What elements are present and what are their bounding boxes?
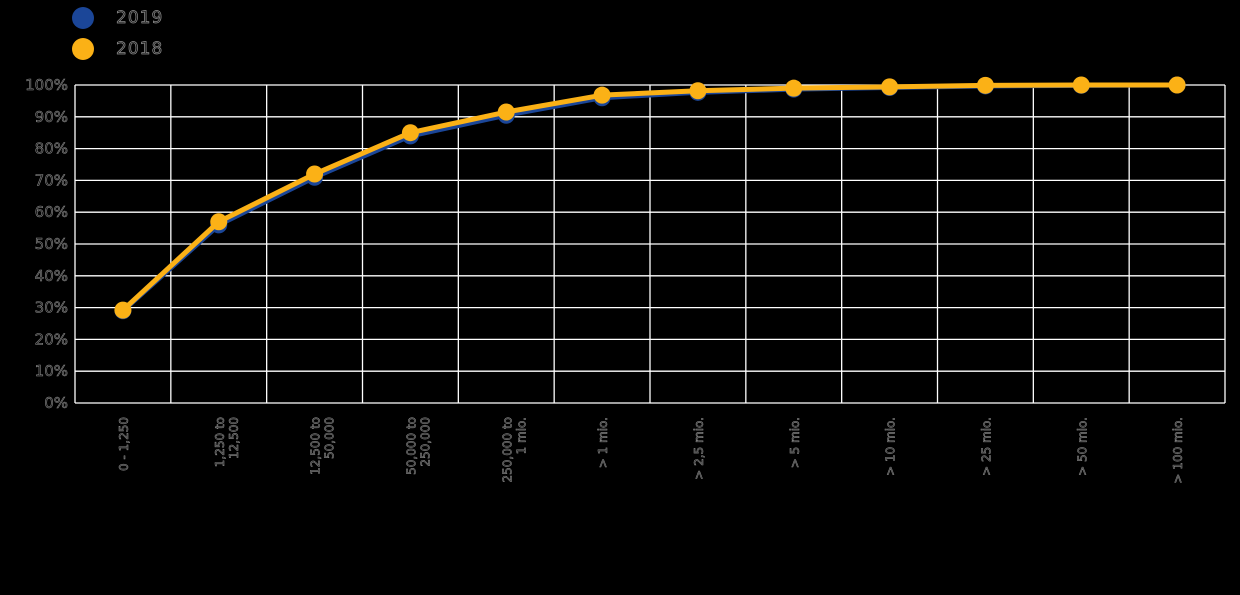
- x-tick-label: > 10 mio.: [884, 417, 898, 476]
- data-point-2018[interactable]: [689, 82, 707, 100]
- legend-item-2018[interactable]: 2018: [72, 33, 163, 64]
- x-tick-label: 12,500 to50,000: [309, 417, 337, 475]
- data-point-2018[interactable]: [593, 86, 611, 104]
- data-point-2018[interactable]: [881, 78, 899, 96]
- x-tick-label: > 2,5 mio.: [692, 417, 706, 480]
- x-tick-label: > 1 mio.: [596, 417, 610, 468]
- x-tick-label: > 5 mio.: [788, 417, 802, 468]
- x-tick-label: > 25 mio.: [979, 417, 993, 476]
- legend-swatch-2019-icon: [72, 6, 94, 29]
- y-tick-label: 40%: [35, 267, 68, 285]
- legend-swatch-2018-icon: [72, 37, 94, 60]
- y-tick-label: 30%: [35, 299, 68, 317]
- data-point-2018[interactable]: [114, 301, 132, 319]
- data-point-2018[interactable]: [1168, 76, 1186, 94]
- x-tick-label: > 50 mio.: [1075, 417, 1089, 476]
- y-tick-label: 100%: [25, 76, 68, 94]
- data-point-2018[interactable]: [785, 79, 803, 97]
- legend-item-2019[interactable]: 2019: [72, 2, 163, 33]
- y-tick-label: 70%: [35, 171, 68, 189]
- x-tick-label: 1,250 to12,500: [213, 417, 241, 467]
- data-point-2018[interactable]: [1072, 76, 1090, 94]
- x-tick-label: > 100 mio.: [1171, 417, 1185, 484]
- y-tick-label: 50%: [35, 235, 68, 253]
- legend-label-2018: 2018: [116, 38, 164, 59]
- legend-label-2019: 2019: [116, 7, 164, 28]
- data-point-2018[interactable]: [497, 103, 515, 121]
- data-point-2018[interactable]: [976, 76, 994, 94]
- data-point-2018[interactable]: [306, 165, 324, 183]
- x-tick-label: 50,000 to250,000: [404, 417, 432, 475]
- y-tick-label: 80%: [35, 140, 68, 158]
- y-tick-label: 10%: [35, 362, 68, 380]
- y-tick-label: 20%: [35, 330, 68, 348]
- chart-legend: 2019 2018: [72, 2, 163, 64]
- x-tick-label: 250,000 to1 mio.: [500, 417, 528, 482]
- data-point-2018[interactable]: [210, 213, 228, 231]
- data-point-2018[interactable]: [401, 124, 419, 142]
- y-tick-label: 0%: [44, 394, 68, 412]
- series-line-2018: [120, 82, 1180, 313]
- y-tick-label: 60%: [35, 203, 68, 221]
- x-tick-label: 0 - 1,250: [117, 417, 131, 471]
- y-tick-label: 90%: [35, 108, 68, 126]
